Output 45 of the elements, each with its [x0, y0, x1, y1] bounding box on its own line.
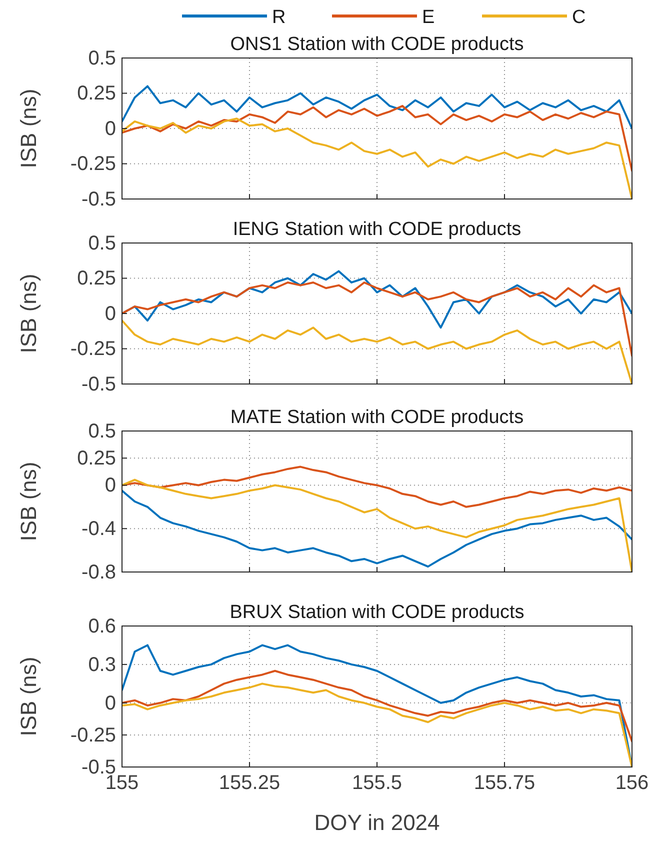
legend-label: E	[422, 7, 435, 28]
y-axis-title: ISB (ns)	[16, 656, 41, 736]
y-tick-label: 0.25	[77, 82, 116, 105]
y-tick-label: -0.5	[82, 188, 116, 210]
y-tick-label: 0.5	[88, 420, 116, 442]
y-axis-title: ISB (ns)	[16, 462, 41, 542]
y-tick-label: 0.3	[88, 654, 116, 676]
x-tick-label: 155.75	[474, 772, 536, 794]
line-series	[122, 85, 632, 130]
y-axis-title: ISB (ns)	[16, 274, 41, 354]
y-tick-label: 0	[104, 474, 116, 497]
chart-title: IENG Station with CODE products	[232, 219, 522, 240]
y-tick-label: -0.25	[70, 724, 116, 746]
line-series	[122, 490, 632, 568]
y-tick-label: -0.8	[82, 561, 116, 584]
y-tick-label: 0.25	[77, 448, 116, 470]
chart-title: ONS1 Station with CODE products	[230, 34, 524, 55]
y-tick-label: -0.5	[82, 373, 116, 396]
line-series	[122, 104, 632, 172]
line-series	[122, 320, 632, 384]
x-axis-title: DOY in 2024	[314, 810, 440, 835]
legend-label: R	[272, 7, 286, 28]
y-tick-label: 0.5	[88, 47, 116, 70]
chart-title: BRUX Station with CODE products	[230, 602, 524, 623]
legend-label: C	[572, 7, 586, 28]
y-tick-label: -0.25	[70, 153, 116, 176]
y-tick-label: 0	[104, 302, 116, 325]
line-series	[122, 466, 632, 508]
x-tick-label: 155.25	[218, 772, 280, 794]
y-tick-label: -0.25	[70, 338, 116, 360]
y-tick-label: -0.4	[82, 518, 116, 540]
x-tick-label: 156	[615, 772, 649, 794]
line-series	[122, 670, 632, 742]
line-series	[122, 281, 632, 357]
y-axis-title: ISB (ns)	[16, 88, 41, 168]
y-tick-label: 0	[104, 692, 116, 714]
y-tick-label: 0.25	[77, 268, 116, 290]
line-series	[122, 682, 632, 767]
chart-title: MATE Station with CODE products	[230, 407, 524, 428]
x-tick-label: 155.5	[352, 772, 402, 794]
line-series	[122, 478, 632, 572]
y-tick-label: 0	[104, 118, 116, 140]
y-tick-label: 0.6	[88, 615, 116, 638]
y-tick-label: 0.5	[88, 232, 116, 254]
line-series	[122, 118, 632, 199]
